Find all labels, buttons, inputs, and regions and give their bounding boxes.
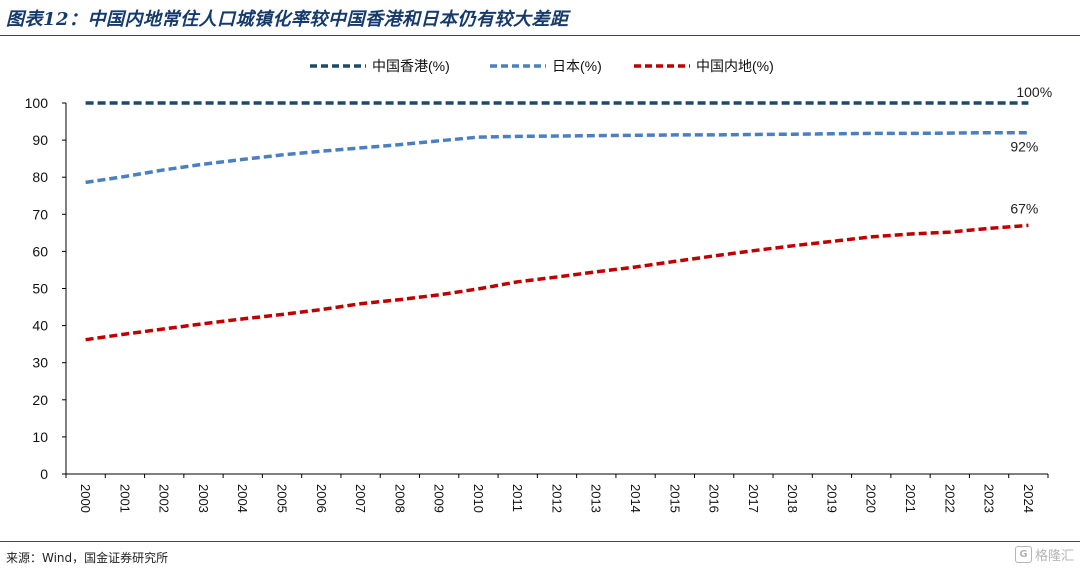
x-tick-label-2008: 2008 bbox=[392, 484, 407, 513]
legend-label-0: 中国香港(%) bbox=[372, 58, 450, 74]
x-tick-label-2004: 2004 bbox=[235, 484, 250, 513]
watermark: G 格隆汇 bbox=[1014, 545, 1074, 564]
figure-header: 图表12：中国内地常住人口城镇化率较中国香港和日本仍有较大差距 bbox=[0, 0, 1080, 36]
x-tick-label-2010: 2010 bbox=[471, 484, 486, 513]
top-rule bbox=[0, 35, 1080, 36]
y-tick-label-50: 50 bbox=[32, 281, 48, 297]
x-tick-label-2021: 2021 bbox=[903, 484, 918, 513]
figure-title: 图表12：中国内地常住人口城镇化率较中国香港和日本仍有较大差距 bbox=[6, 9, 569, 30]
series-line-2 bbox=[85, 223, 1029, 342]
x-tick-label-2006: 2006 bbox=[314, 484, 329, 513]
x-tick-label-2017: 2017 bbox=[746, 484, 761, 513]
y-tick-label-100: 100 bbox=[25, 95, 49, 111]
y-tick-label-30: 30 bbox=[32, 355, 48, 371]
y-tick-label-10: 10 bbox=[32, 429, 48, 445]
x-tick-label-2009: 2009 bbox=[432, 484, 447, 513]
y-tick-label-60: 60 bbox=[32, 243, 48, 259]
series-end-label-1: 92% bbox=[1010, 139, 1038, 155]
source-note: 来源：Wind，国金证券研究所 bbox=[6, 551, 169, 565]
watermark-text: 格隆汇 bbox=[1034, 549, 1074, 564]
x-tick-label-2000: 2000 bbox=[78, 484, 93, 513]
x-tick-label-2020: 2020 bbox=[864, 484, 879, 513]
x-tick-label-2015: 2015 bbox=[667, 484, 682, 513]
x-tick-label-2024: 2024 bbox=[1021, 484, 1036, 513]
x-tick-label-2005: 2005 bbox=[274, 484, 289, 513]
series-end-label-2: 67% bbox=[1010, 200, 1038, 216]
x-tick-label-2014: 2014 bbox=[628, 484, 643, 513]
y-tick-label-40: 40 bbox=[32, 318, 48, 334]
watermark-logo-icon: G bbox=[1014, 546, 1032, 563]
x-tick-label-2011: 2011 bbox=[510, 484, 525, 512]
x-tick-label-2001: 2001 bbox=[117, 484, 132, 513]
x-tick-label-2003: 2003 bbox=[196, 484, 211, 513]
x-tick-label-2023: 2023 bbox=[982, 484, 997, 513]
legend-label-2: 中国内地(%) bbox=[696, 58, 774, 74]
x-tick-label-2018: 2018 bbox=[785, 484, 800, 513]
x-tick-label-2012: 2012 bbox=[549, 484, 564, 513]
series-line-1 bbox=[85, 130, 1029, 185]
series-end-label-0: 100% bbox=[1016, 84, 1052, 100]
y-tick-label-20: 20 bbox=[32, 392, 48, 408]
x-tick-label-2019: 2019 bbox=[824, 484, 839, 513]
y-tick-label-80: 80 bbox=[32, 169, 48, 185]
x-tick-label-2007: 2007 bbox=[353, 484, 368, 513]
legend-label-1: 日本(%) bbox=[552, 58, 602, 74]
y-tick-label-90: 90 bbox=[32, 132, 48, 148]
y-tick-label-70: 70 bbox=[32, 206, 48, 222]
x-tick-label-2002: 2002 bbox=[157, 484, 172, 513]
y-tick-label-0: 0 bbox=[40, 466, 48, 482]
x-tick-label-2016: 2016 bbox=[707, 484, 722, 513]
x-tick-label-2013: 2013 bbox=[589, 484, 604, 513]
line-chart: 0 10 20 30 40 50 60 70 80 90 100 2000 2001 2002 2003 20… bbox=[25, 58, 1053, 513]
bottom-rule bbox=[0, 541, 1080, 542]
x-tick-label-2022: 2022 bbox=[942, 484, 957, 513]
